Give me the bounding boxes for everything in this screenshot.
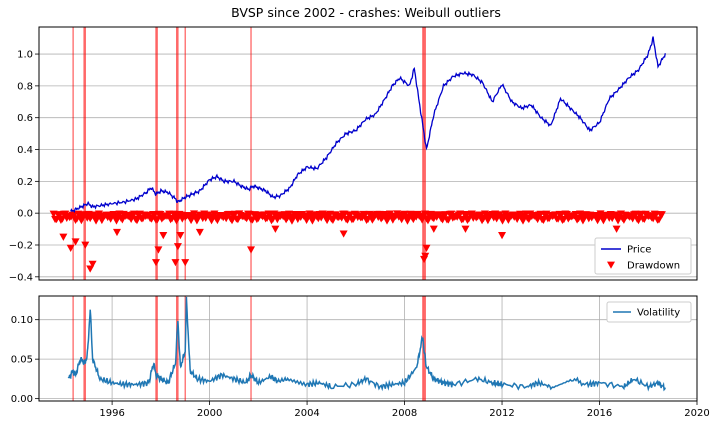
drawdown-marker <box>557 211 566 219</box>
drawdown-marker <box>112 228 121 237</box>
bottom-legend: Volatility <box>606 301 692 323</box>
bottom-axes-frame <box>38 295 698 402</box>
bottom-y-tick-label: 0.05 <box>11 355 33 366</box>
drawdown-marker <box>81 241 90 249</box>
drawdown-marker <box>233 216 242 224</box>
x-tick-label: 2004 <box>294 408 319 419</box>
x-tick-label: 2000 <box>197 408 222 419</box>
drawdown-marker <box>504 216 513 224</box>
drawdown-marker <box>423 217 432 225</box>
drawdown-marker <box>308 217 317 225</box>
top-y-tick-label: 1.0 <box>17 50 33 61</box>
drawdown-marker <box>151 259 160 267</box>
top-legend: Price Drawdown <box>594 237 692 275</box>
drawdown-marker <box>539 216 548 225</box>
drawdown-marker <box>271 225 280 233</box>
drawdown-marker <box>154 246 163 254</box>
x-tick-label: 1996 <box>99 408 124 419</box>
drawdown-marker <box>422 244 431 252</box>
top-y-tick-label: 0.6 <box>17 113 33 124</box>
volatility-line <box>67 296 666 392</box>
legend-volatility-label: Volatility <box>637 308 680 319</box>
top-y-tick-label: −0.4 <box>9 272 33 283</box>
legend-drawdown-label: Drawdown <box>627 261 680 272</box>
drawdown-markers <box>49 210 666 273</box>
top-y-tick-label: 0.8 <box>17 81 33 92</box>
x-tick-label: 2016 <box>587 408 612 419</box>
drawdown-marker <box>619 216 628 224</box>
top-y-tick-label: 0.0 <box>17 209 33 220</box>
drawdown-marker <box>444 216 453 224</box>
price-line <box>70 36 666 213</box>
drawdown-marker <box>59 233 68 241</box>
drawdown-marker <box>86 265 95 273</box>
top-crash-lines <box>72 27 426 280</box>
drawdown-marker <box>634 217 643 225</box>
bottom-y-tick-label: 0.00 <box>11 394 33 405</box>
drawdown-marker <box>55 211 64 220</box>
legend-drawdown-swatch <box>607 261 615 269</box>
top-y-ticks: −0.4 −0.2 0.0 0.2 0.4 0.6 0.8 1.0 <box>9 50 39 283</box>
drawdown-marker <box>66 244 75 252</box>
x-tick-label: 2020 <box>684 408 709 419</box>
x-tick-label: 2008 <box>392 408 417 419</box>
drawdown-marker <box>349 215 358 223</box>
drawdown-marker <box>421 252 430 260</box>
drawdown-marker <box>88 260 97 268</box>
drawdown-marker <box>247 246 256 254</box>
drawdown-marker <box>498 232 507 240</box>
top-y-tick-label: 0.2 <box>17 177 33 188</box>
drawdown-marker <box>323 216 332 225</box>
drawdown-marker <box>516 210 525 218</box>
top-axes-frame <box>38 26 698 281</box>
drawdown-marker <box>71 238 80 246</box>
x-tick-label: 2012 <box>489 408 514 419</box>
top-y-tick-label: −0.2 <box>9 240 33 251</box>
drawdown-marker <box>176 232 185 240</box>
drawdown-marker <box>518 217 527 225</box>
drawdown-marker <box>171 259 180 267</box>
drawdown-marker <box>305 210 314 218</box>
drawdown-marker <box>213 216 222 225</box>
drawdown-marker <box>461 225 470 233</box>
top-legend-box <box>594 237 692 275</box>
drawdown-marker <box>181 259 190 267</box>
chart-title: BVSP since 2002 - crashes: Weibull outli… <box>231 5 501 20</box>
bottom-y-tick-label: 0.10 <box>11 315 33 326</box>
drawdown-marker <box>132 216 141 225</box>
drawdown-marker <box>228 217 237 225</box>
drawdown-marker <box>173 243 182 251</box>
drawdown-marker <box>654 216 663 224</box>
drawdown-marker <box>159 232 168 240</box>
drawdown-marker <box>429 225 438 233</box>
bottom-crash-lines <box>72 296 426 401</box>
drawdown-marker <box>195 228 204 237</box>
drawdown-marker <box>657 211 666 219</box>
drawdown-marker <box>612 225 621 233</box>
drawdown-marker <box>339 230 348 238</box>
x-ticks: 1996 2000 2004 2008 2012 2016 2020 <box>99 401 710 419</box>
drawdown-marker <box>328 216 337 224</box>
bottom-y-ticks: 0.00 0.05 0.10 <box>11 315 39 405</box>
top-y-tick-label: 0.4 <box>17 145 33 156</box>
bottom-legend-box <box>606 301 692 323</box>
legend-price-label: Price <box>627 245 651 256</box>
